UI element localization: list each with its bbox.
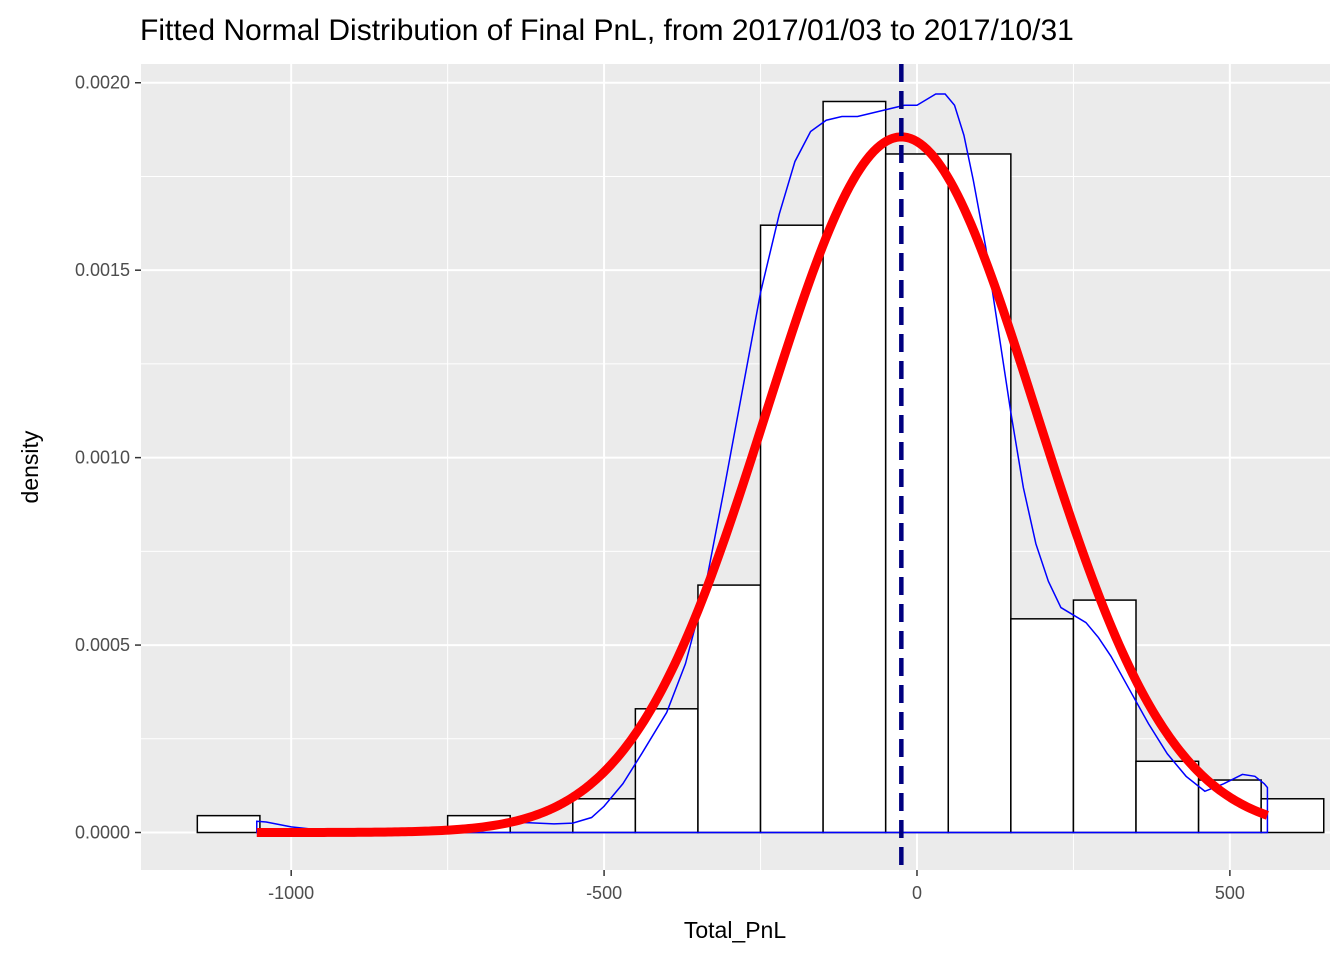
histogram-bar xyxy=(1135,760,1200,834)
normal-fit-curve xyxy=(255,132,1269,837)
x-tick-label: 0 xyxy=(912,883,922,903)
histogram-bar xyxy=(572,798,637,834)
y-tick-label: 0.0010 xyxy=(75,448,130,468)
histogram-bar xyxy=(634,708,699,834)
histogram-bar xyxy=(196,814,261,834)
histogram-bar xyxy=(759,224,824,834)
x-tick-label: 500 xyxy=(1215,883,1245,903)
axis-layer: -1000 -500 0 500 0.0000 0.0005 0.0010 0.0015 0.0… xyxy=(75,73,1245,903)
y-tick-label: 0.0020 xyxy=(75,73,130,93)
x-tick-label: -1000 xyxy=(268,883,314,903)
y-axis-title: density xyxy=(17,430,43,503)
x-tick-label: -500 xyxy=(586,883,622,903)
histogram-bar xyxy=(1260,798,1325,834)
curve-layer xyxy=(255,64,1269,870)
histogram-bars xyxy=(196,100,1325,834)
x-axis-title: Total_PnL xyxy=(684,917,787,943)
histogram-bar xyxy=(1010,618,1075,834)
histogram-bar xyxy=(697,584,762,834)
histogram-bar xyxy=(947,153,1012,834)
y-tick-label: 0.0000 xyxy=(75,823,130,843)
histogram-bar xyxy=(1072,599,1137,834)
y-tick-label: 0.0015 xyxy=(75,260,130,280)
chart-title: Fitted Normal Distribution of Final PnL,… xyxy=(140,14,1074,47)
histogram-bar xyxy=(884,153,950,834)
y-tick-label: 0.0005 xyxy=(75,635,130,655)
kernel-density-line xyxy=(256,93,1269,834)
